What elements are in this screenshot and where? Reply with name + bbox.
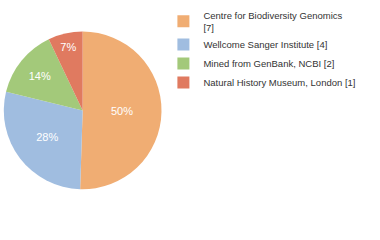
svg-text:Centre for Biodiversity Genomi: Centre for Biodiversity Genomics[7]: [203, 10, 342, 33]
svg-text:Natural History Museum, London: Natural History Museum, London [1]: [203, 77, 355, 88]
svg-text:14%: 14%: [29, 70, 51, 82]
svg-text:Mined from GenBank, NCBI [2]: Mined from GenBank, NCBI [2]: [203, 58, 334, 69]
svg-text:28%: 28%: [36, 131, 58, 143]
svg-text:50%: 50%: [111, 105, 133, 117]
svg-text:Wellcome Sanger Institute [4]: Wellcome Sanger Institute [4]: [203, 39, 327, 50]
svg-text:7%: 7%: [60, 41, 76, 53]
